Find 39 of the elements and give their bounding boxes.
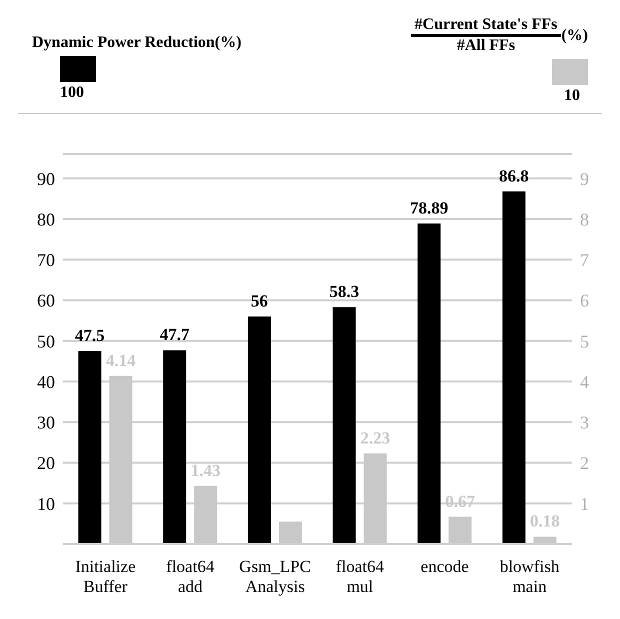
- y-tick-label: 30: [37, 412, 55, 433]
- bar: [418, 224, 441, 544]
- y-tick-label: 60: [37, 290, 55, 311]
- y-tick-label: 80: [37, 209, 55, 230]
- y-tick-label: 40: [37, 372, 55, 392]
- y2-tick-label: 6: [580, 290, 589, 311]
- bar: [78, 351, 102, 544]
- y2-tick-label: 4: [580, 372, 589, 392]
- x-tick-label: blowfish main: [500, 557, 560, 596]
- y2-tick-label: 2: [580, 453, 589, 474]
- bar: [332, 307, 356, 544]
- bar: [248, 316, 271, 544]
- data-label: 86.8: [499, 166, 529, 186]
- x-tick-label: Gsm_LPC Analysis: [239, 557, 311, 596]
- x-tick-label: float64 mul: [336, 557, 384, 596]
- data-label: 47.5: [74, 326, 105, 346]
- data-label: 56: [250, 292, 268, 310]
- x-tick-label: Initialize Buffer: [75, 557, 136, 596]
- y-tick-label: 90: [37, 168, 55, 189]
- text: 100: [60, 84, 85, 102]
- x-tick-label: encode: [420, 557, 469, 576]
- data-label: 58.3: [329, 282, 360, 302]
- y-tick-label: 70: [37, 250, 55, 270]
- data-label: 78.89: [410, 198, 448, 218]
- text: 10: [563, 87, 580, 105]
- y2-tick-label: 9: [580, 168, 589, 189]
- y2-tick-label: 5: [580, 331, 589, 352]
- y2-tick-label: 7: [580, 250, 589, 270]
- x-tick-label: float64 add: [166, 557, 215, 596]
- y2-tick-label: 8: [580, 209, 589, 230]
- bar: [163, 350, 186, 544]
- y-tick-label: 10: [37, 494, 55, 514]
- y2-tick-label: 1: [580, 494, 589, 514]
- y-tick-label: 20: [37, 453, 55, 474]
- data-label: 47.7: [160, 325, 190, 344]
- y2-tick-label: 3: [580, 412, 589, 433]
- text: Dynamic Power Reduction(%): [32, 33, 242, 52]
- y-tick-label: 50: [37, 331, 55, 352]
- bar: [502, 191, 526, 544]
